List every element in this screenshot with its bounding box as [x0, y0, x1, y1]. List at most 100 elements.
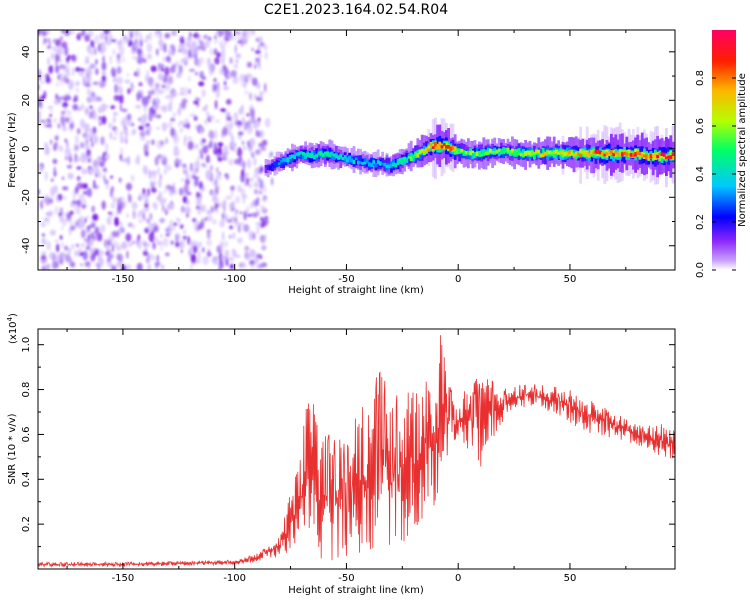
- noise-blob: [175, 60, 180, 68]
- ridge-cell: [522, 152, 525, 158]
- noise-blob: [109, 188, 114, 198]
- ridge-cell: [583, 150, 587, 154]
- ridge-cell: [634, 152, 637, 157]
- noise-blob: [199, 204, 206, 213]
- noise-blob: [57, 123, 61, 129]
- noise-blob: [208, 115, 215, 120]
- noise-blob: [56, 243, 60, 253]
- noise-blob: [86, 227, 90, 234]
- ridge-cell: [594, 151, 598, 157]
- noise-blob: [167, 75, 174, 85]
- noise-blob: [147, 95, 152, 99]
- ridge-cell: [352, 159, 356, 165]
- noise-blob: [180, 102, 186, 109]
- noise-blob: [206, 209, 211, 215]
- noise-blob: [222, 52, 225, 61]
- noise-blob: [148, 112, 153, 122]
- ridge-cell: [363, 157, 367, 165]
- ridge-cell: [660, 154, 664, 159]
- noise-blob: [214, 57, 221, 65]
- ridge-cell: [577, 152, 580, 156]
- ridge-cell: [403, 156, 406, 162]
- noise-blob: [119, 130, 124, 139]
- noise-blob: [69, 261, 76, 268]
- noise-blob: [188, 135, 192, 142]
- spectrogram-xlabel: Height of straight line (km): [288, 285, 424, 296]
- ridge-cell: [383, 163, 387, 167]
- noise-blob: [246, 177, 250, 186]
- ridge-cell: [297, 152, 301, 156]
- noise-blob: [75, 81, 80, 86]
- noise-blob: [173, 222, 178, 226]
- noise-blob: [113, 116, 116, 124]
- ridge-cell: [511, 148, 514, 153]
- ridge-cell: [425, 148, 428, 152]
- ridge-cell: [423, 150, 426, 154]
- noise-blob: [191, 40, 197, 50]
- noise-blob: [157, 167, 160, 175]
- y-tick-label: -40: [21, 238, 32, 254]
- spectrogram-frame: [37, 29, 676, 271]
- ridge-cell: [302, 152, 305, 156]
- ridge-cell: [321, 154, 325, 158]
- ridge-cell: [365, 159, 369, 164]
- noise-blob: [84, 133, 89, 143]
- noise-blob: [253, 93, 257, 101]
- noise-blob: [246, 253, 252, 261]
- noise-blob: [183, 184, 190, 194]
- ridge-cell: [453, 146, 457, 152]
- noise-blob: [135, 158, 140, 164]
- noise-blob: [99, 232, 103, 242]
- noise-blob: [255, 149, 261, 156]
- noise-blob: [233, 111, 238, 120]
- noise-blob: [237, 131, 244, 136]
- noise-blob: [139, 130, 146, 138]
- noise-blob: [63, 106, 68, 113]
- noise-blob: [205, 112, 210, 116]
- noise-blob: [250, 112, 255, 119]
- noise-blob: [44, 145, 50, 156]
- noise-blob: [161, 207, 167, 213]
- ridge-cell: [656, 154, 659, 159]
- ridge-cell: [326, 151, 329, 157]
- noise-blob: [161, 105, 168, 113]
- noise-blob: [242, 262, 246, 266]
- ridge-cell: [471, 151, 475, 160]
- noise-blob: [173, 188, 177, 195]
- ridge-cell: [561, 151, 565, 155]
- y-tick-label: -20: [21, 189, 32, 205]
- noise-blob: [109, 60, 113, 65]
- noise-blob: [173, 147, 180, 157]
- noise-speckle: [38, 30, 277, 270]
- noise-blob: [103, 174, 106, 182]
- noise-blob: [213, 77, 217, 83]
- noise-blob: [56, 47, 63, 56]
- noise-blob: [60, 79, 63, 86]
- noise-blob: [78, 193, 85, 201]
- noise-blob: [243, 224, 250, 233]
- noise-blob: [180, 178, 184, 182]
- noise-blob: [90, 40, 95, 48]
- ridge-cell: [467, 151, 470, 160]
- noise-blob: [179, 158, 183, 167]
- ridge-cell: [665, 156, 668, 160]
- noise-blob: [246, 206, 250, 216]
- noise-blob: [184, 177, 190, 186]
- colorbar-ticks: 0.0 0.2 0.4 0.6 0.8: [695, 70, 736, 278]
- noise-blob: [164, 66, 170, 77]
- ridge-cell: [277, 162, 281, 166]
- noise-blob: [105, 250, 109, 256]
- noise-blob: [75, 87, 79, 93]
- noise-blob: [109, 131, 113, 140]
- spectral-ridge: [264, 117, 675, 188]
- noise-blob: [129, 31, 133, 40]
- noise-blob: [54, 239, 59, 243]
- noise-blob: [61, 111, 66, 114]
- noise-blob: [209, 164, 213, 171]
- noise-blob: [264, 82, 267, 93]
- noise-blob: [38, 165, 44, 174]
- noise-blob: [189, 113, 196, 117]
- noise-blob: [113, 241, 120, 248]
- noise-blob: [44, 142, 48, 148]
- ridge-cell: [335, 154, 338, 159]
